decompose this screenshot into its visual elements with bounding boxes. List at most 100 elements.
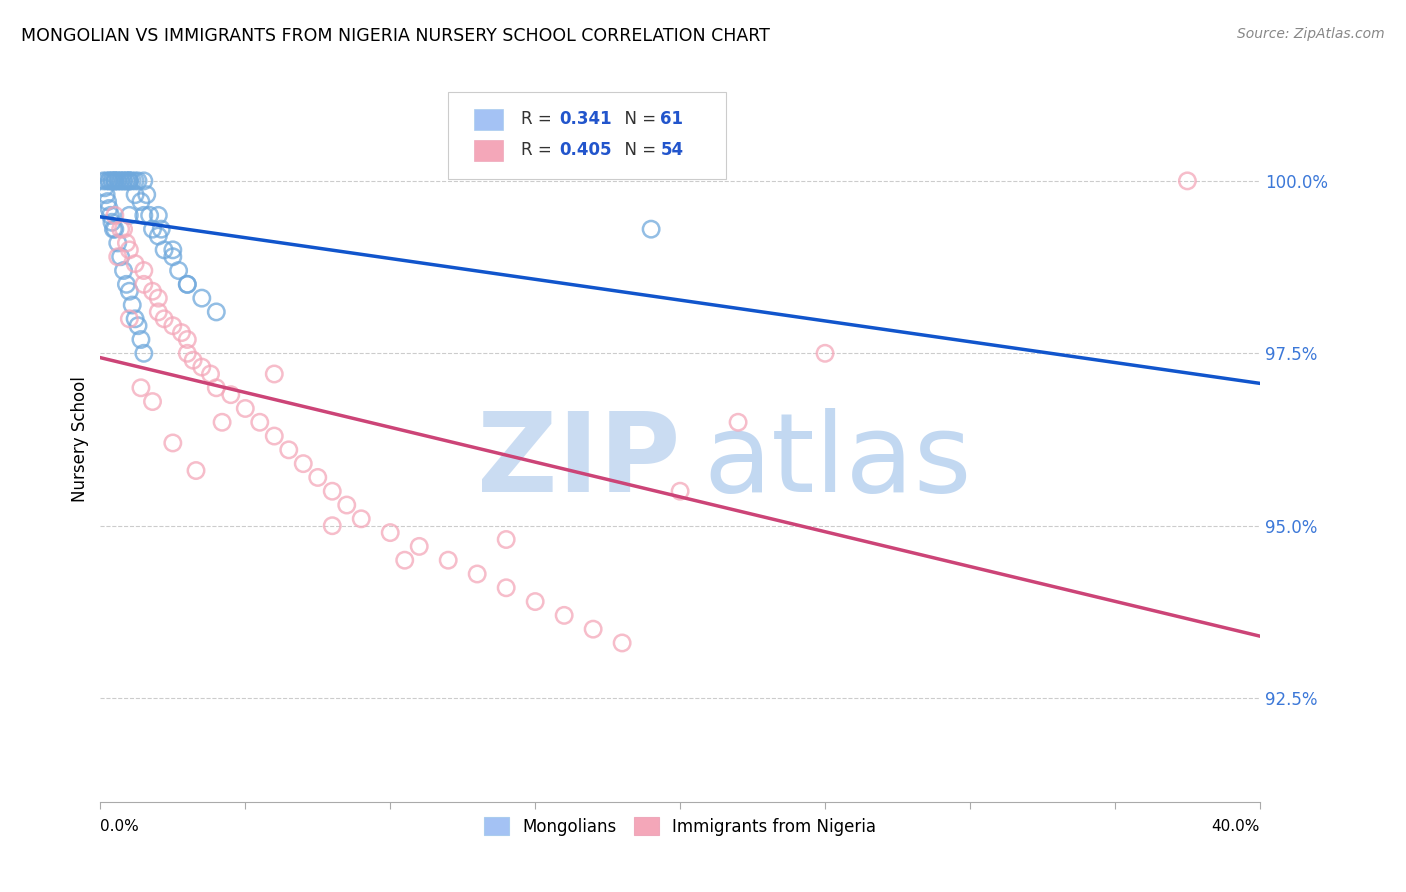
Point	[153, 311, 176, 326]
Point	[107, 174, 129, 188]
Text: 0.341: 0.341	[560, 110, 612, 128]
Point	[104, 222, 127, 236]
Point	[104, 208, 127, 222]
Point	[107, 235, 129, 250]
Text: 40.0%: 40.0%	[1212, 819, 1260, 834]
Point	[94, 174, 117, 188]
Point	[132, 277, 155, 292]
Point	[91, 174, 114, 188]
Text: 0.405: 0.405	[560, 141, 612, 159]
Point	[115, 174, 138, 188]
Point	[124, 174, 146, 188]
Point	[153, 243, 176, 257]
Point	[148, 291, 170, 305]
Point	[107, 174, 129, 188]
Point	[101, 174, 124, 188]
Point	[205, 305, 228, 319]
Text: atlas: atlas	[703, 408, 972, 515]
Point	[321, 484, 343, 499]
Point	[141, 222, 163, 236]
Point	[104, 174, 127, 188]
Point	[181, 353, 204, 368]
Point	[727, 415, 749, 429]
Point	[263, 367, 285, 381]
Point	[307, 470, 329, 484]
Y-axis label: Nursery School: Nursery School	[72, 376, 89, 502]
Point	[100, 208, 122, 222]
Legend: Mongolians, Immigrants from Nigeria: Mongolians, Immigrants from Nigeria	[477, 809, 884, 844]
Point	[98, 174, 121, 188]
Point	[162, 250, 184, 264]
Point	[110, 174, 132, 188]
Point	[162, 436, 184, 450]
Text: 54: 54	[661, 141, 683, 159]
Point	[98, 202, 121, 216]
Point	[110, 250, 132, 264]
Point	[277, 442, 299, 457]
Point	[112, 263, 135, 277]
Text: MONGOLIAN VS IMMIGRANTS FROM NIGERIA NURSERY SCHOOL CORRELATION CHART: MONGOLIAN VS IMMIGRANTS FROM NIGERIA NUR…	[21, 27, 770, 45]
Point	[610, 636, 633, 650]
Point	[394, 553, 416, 567]
Point	[124, 187, 146, 202]
FancyBboxPatch shape	[474, 140, 503, 161]
Point	[640, 222, 662, 236]
Point	[148, 305, 170, 319]
Point	[350, 512, 373, 526]
Point	[184, 464, 207, 478]
Text: Source: ZipAtlas.com: Source: ZipAtlas.com	[1237, 27, 1385, 41]
Point	[110, 222, 132, 236]
Point	[141, 394, 163, 409]
Point	[437, 553, 460, 567]
Text: N =: N =	[614, 110, 661, 128]
Point	[148, 208, 170, 222]
Point	[380, 525, 402, 540]
Point	[135, 187, 157, 202]
Point	[118, 243, 141, 257]
Point	[336, 498, 359, 512]
Text: R =: R =	[522, 141, 557, 159]
Point	[292, 457, 315, 471]
Point	[129, 381, 152, 395]
Point	[121, 298, 143, 312]
Point	[110, 174, 132, 188]
Point	[132, 263, 155, 277]
Point	[93, 181, 115, 195]
Point	[127, 174, 149, 188]
Point	[321, 518, 343, 533]
Point	[118, 174, 141, 188]
Point	[176, 333, 198, 347]
Point	[167, 263, 190, 277]
Point	[101, 174, 124, 188]
Point	[112, 174, 135, 188]
Point	[132, 208, 155, 222]
Point	[814, 346, 837, 360]
Point	[176, 277, 198, 292]
Point	[115, 174, 138, 188]
Point	[553, 608, 575, 623]
Point	[176, 346, 198, 360]
Point	[263, 429, 285, 443]
Text: 61: 61	[661, 110, 683, 128]
Text: 0.0%: 0.0%	[100, 819, 139, 834]
Point	[233, 401, 256, 416]
Point	[94, 187, 117, 202]
Point	[465, 566, 488, 581]
Point	[132, 346, 155, 360]
Point	[249, 415, 271, 429]
Point	[118, 284, 141, 298]
Point	[219, 387, 242, 401]
Point	[103, 222, 125, 236]
Point	[191, 291, 214, 305]
Point	[118, 174, 141, 188]
Point	[495, 581, 517, 595]
Point	[162, 318, 184, 333]
Point	[1177, 174, 1199, 188]
Point	[524, 594, 547, 608]
Text: N =: N =	[614, 141, 661, 159]
Point	[97, 194, 120, 209]
Point	[118, 208, 141, 222]
Point	[170, 326, 193, 340]
Point	[107, 250, 129, 264]
Point	[115, 277, 138, 292]
